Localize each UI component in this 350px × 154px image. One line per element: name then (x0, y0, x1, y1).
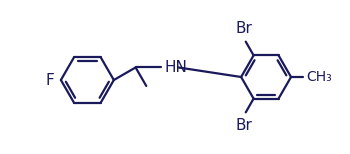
Text: Br: Br (235, 118, 252, 133)
Text: HN: HN (164, 60, 188, 75)
Text: CH₃: CH₃ (306, 70, 331, 84)
Text: Br: Br (235, 21, 252, 36)
Text: F: F (45, 73, 54, 87)
